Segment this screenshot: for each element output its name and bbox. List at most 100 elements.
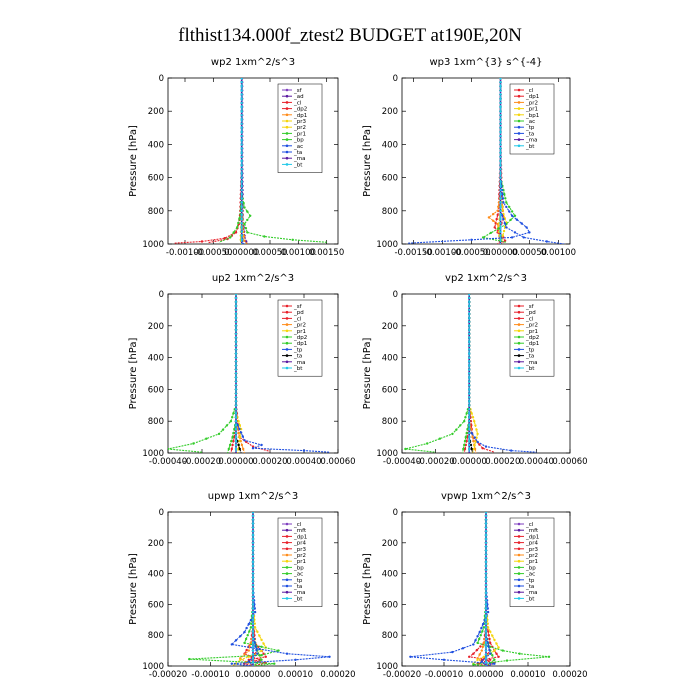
series-point (451, 432, 454, 436)
legend-label: _sf (293, 88, 303, 94)
series-point (466, 435, 469, 439)
series-point (499, 122, 502, 125)
series-point (486, 607, 489, 610)
y-tick-label: 800 (148, 207, 164, 217)
series-point (522, 236, 525, 239)
series-point (235, 226, 239, 229)
series-point (240, 114, 243, 117)
legend-label: _pr1 (293, 559, 306, 565)
series-group (173, 78, 327, 244)
series-point (505, 201, 508, 204)
x-tick-label: 0.00050 (252, 248, 287, 258)
series-point (468, 356, 471, 359)
series-point (251, 545, 255, 548)
legend-label: _pr1 (293, 131, 306, 137)
series-point (238, 447, 241, 451)
series-point (484, 526, 488, 529)
panel-title: vpwp 1xm^2/s^3 (441, 491, 531, 502)
series-point (223, 237, 226, 240)
x-tick-label: 0.00000 (224, 248, 259, 258)
series-point (470, 412, 473, 415)
series-point (473, 420, 476, 423)
series-point (234, 427, 238, 431)
series-point (484, 595, 488, 598)
series-point (234, 364, 238, 367)
legend-box (509, 83, 555, 155)
legend-marker (285, 572, 289, 575)
series-point (547, 655, 551, 658)
series-point (484, 645, 488, 648)
series-point (251, 512, 255, 514)
series-point (497, 227, 500, 230)
y-tick-label: 400 (382, 354, 398, 364)
series-point (247, 660, 250, 663)
legend-label: _bp (525, 565, 536, 571)
legend-marker (517, 528, 521, 532)
series-point (192, 442, 195, 445)
series-point (237, 221, 240, 225)
panel-title: wp3 1xm^{3} s^{-4} (429, 57, 542, 68)
series-point (426, 442, 429, 445)
series-group (409, 512, 551, 666)
series-point (487, 634, 490, 637)
series-point (473, 436, 476, 439)
legend-marker (517, 522, 521, 526)
x-tick-label: -0.00050 (452, 248, 490, 258)
series-point (240, 143, 243, 146)
series-point (240, 197, 243, 200)
legend-marker (285, 528, 289, 532)
legend-marker (285, 101, 289, 104)
series-point (234, 340, 238, 343)
series-point (244, 227, 248, 230)
legend-label: _pr1 (525, 107, 538, 113)
legend-label: _pr1 (525, 559, 538, 565)
series-point (468, 431, 471, 435)
legend-marker (285, 547, 289, 551)
series-point (475, 436, 478, 439)
series-point (528, 231, 531, 234)
y-tick-label: 0 (159, 74, 164, 84)
legend-label: _sf (293, 304, 303, 310)
series-point (504, 197, 507, 200)
series-point (499, 85, 502, 88)
series-point (468, 296, 471, 300)
plot-frame (401, 77, 571, 245)
legend: _sf_ad_cl_dp2_dp1_pr3_pr2_pr1_bp_ac_ta_m… (277, 83, 323, 173)
series-point (234, 356, 238, 359)
y-axis-label: Pressure [hPa] (128, 553, 139, 625)
legend-label: _mft (293, 528, 307, 534)
series-point (501, 208, 504, 212)
legend-label: _dp1 (293, 113, 307, 119)
legend-label: _pr1 (525, 329, 538, 335)
series-point (501, 649, 504, 652)
series-point (497, 646, 500, 649)
legend-marker (285, 578, 289, 582)
legend-marker (517, 113, 521, 117)
legend-marker (285, 559, 289, 563)
series-point (499, 101, 502, 105)
legend-label: _bp (293, 565, 304, 571)
series-point (234, 443, 238, 447)
series-point (240, 78, 243, 80)
series-point (478, 653, 481, 656)
y-axis-label: Pressure [hPa] (362, 338, 373, 410)
legend-label: _ac (525, 572, 535, 578)
series-point (251, 660, 255, 664)
series-point (468, 344, 471, 347)
series-point (251, 522, 255, 525)
series-point (238, 427, 241, 430)
series-point (229, 236, 232, 239)
legend-label: _tp (525, 347, 535, 353)
series-point (251, 447, 255, 450)
series-line-dp2 (207, 78, 243, 244)
series-point (487, 645, 490, 648)
series-point (245, 626, 248, 630)
legend-marker (517, 94, 521, 98)
legend-marker (285, 88, 289, 92)
series-point (251, 580, 255, 583)
series-point (253, 626, 257, 629)
legend-marker (517, 88, 521, 92)
legend-marker (285, 335, 289, 339)
panel-title: vp2 1xm^2/s^3 (445, 273, 527, 284)
legend-label: _pr3 (293, 119, 307, 125)
